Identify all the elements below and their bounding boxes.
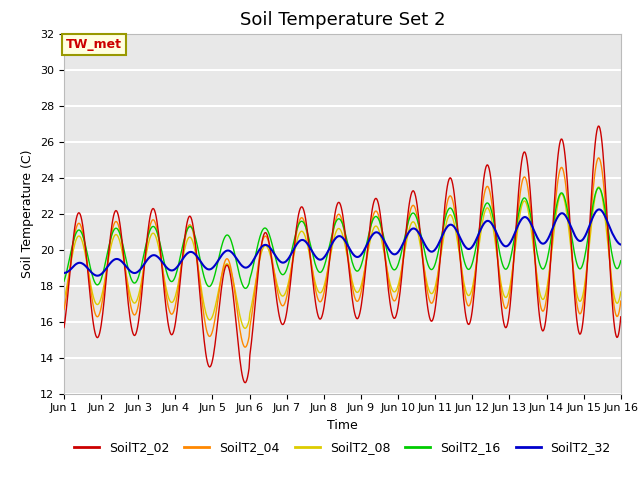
Text: TW_met: TW_met xyxy=(66,38,122,51)
X-axis label: Time: Time xyxy=(327,419,358,432)
Y-axis label: Soil Temperature (C): Soil Temperature (C) xyxy=(22,149,35,278)
Title: Soil Temperature Set 2: Soil Temperature Set 2 xyxy=(239,11,445,29)
Legend: SoilT2_02, SoilT2_04, SoilT2_08, SoilT2_16, SoilT2_32: SoilT2_02, SoilT2_04, SoilT2_08, SoilT2_… xyxy=(69,436,616,459)
